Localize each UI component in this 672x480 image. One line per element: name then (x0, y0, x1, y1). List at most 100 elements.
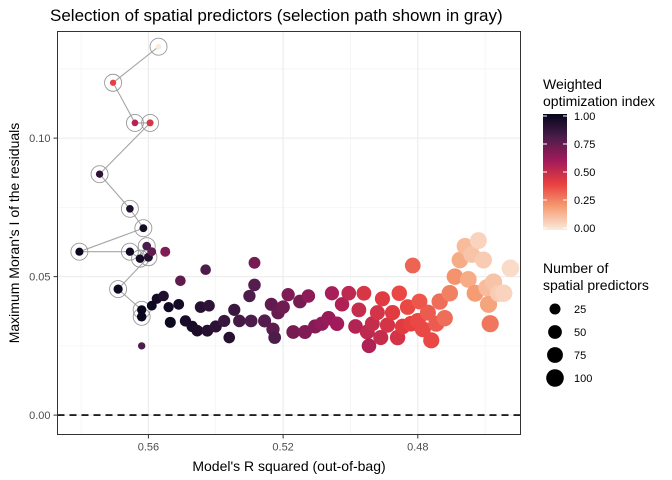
y-tick-label: 0.00 (29, 410, 50, 422)
data-point (136, 312, 147, 322)
data-point (501, 259, 520, 278)
plot-border (57, 31, 521, 435)
data-point (155, 43, 162, 50)
data-point (146, 300, 157, 311)
data-point (228, 303, 241, 316)
data-point (218, 314, 231, 328)
data-point (341, 285, 357, 301)
data-point (146, 119, 154, 127)
data-point (276, 300, 290, 314)
data-point (474, 251, 492, 269)
selection-path-ring (149, 37, 168, 56)
data-point (446, 268, 464, 285)
plot-panel (57, 31, 521, 435)
data-point (384, 304, 401, 321)
data-point (131, 119, 139, 127)
y-tick-label: 0.05 (29, 272, 50, 284)
data-point (436, 309, 453, 327)
data-point (258, 314, 272, 328)
data-point (113, 284, 123, 294)
color-legend-title-line2: optimization index (543, 93, 655, 109)
data-point (125, 247, 135, 256)
data-point (479, 295, 498, 313)
selection-path-ring (134, 219, 153, 238)
size-legend-label: 25 (574, 304, 586, 316)
data-point (223, 331, 236, 344)
size-legend-title-line1: Number of (543, 260, 608, 276)
data-point (391, 285, 407, 301)
data-point (324, 286, 340, 301)
data-point (175, 275, 186, 287)
data-point (351, 302, 367, 318)
data-point (200, 264, 211, 275)
data-point (248, 278, 261, 292)
color-legend: Weighted optimization index 1.00 0.75 0.50… (543, 76, 655, 235)
data-point (109, 79, 117, 86)
data-point (374, 291, 391, 307)
data-point (138, 342, 146, 350)
selection-path-ring (120, 199, 139, 218)
size-legend-title-line2: spatial predictors (543, 277, 649, 293)
y-axis-label: Maximum Moran's I of the residuals (6, 123, 22, 344)
data-point (481, 315, 499, 333)
selection-path-ring (120, 242, 139, 261)
size-legend-entries: 25 50 75 100 (546, 303, 592, 387)
data-point (203, 299, 215, 312)
color-tick-label: 0.75 (574, 139, 595, 151)
size-legend-dot (546, 369, 564, 387)
data-points (75, 43, 520, 354)
data-point (142, 241, 152, 251)
chart-title: Selection of spatial predictors (selecti… (50, 6, 503, 25)
size-legend-dot (549, 303, 561, 315)
x-tick-label: 0.48 (407, 442, 428, 454)
data-point (244, 314, 258, 328)
data-point (404, 257, 421, 274)
size-legend-dot (548, 325, 562, 339)
color-tick-label: 1.00 (574, 111, 595, 123)
data-point (281, 287, 295, 302)
data-point (139, 224, 148, 233)
x-tick-label: 0.52 (272, 442, 293, 454)
data-point (233, 314, 246, 328)
data-point (379, 317, 396, 333)
selection-path-ring (141, 113, 160, 132)
data-point (441, 284, 459, 302)
y-tick-label: 0.10 (29, 133, 50, 145)
data-point (163, 301, 174, 313)
data-point (301, 289, 316, 303)
size-legend-label: 100 (574, 373, 592, 385)
data-point (160, 246, 171, 257)
axes: 0.56 0.52 0.48 0.00 0.05 0.10 (29, 133, 428, 453)
data-point (469, 232, 487, 250)
selection-path-ring (125, 113, 144, 132)
x-tick-label: 0.56 (138, 442, 159, 454)
x-axis-label: Model's R squared (out-of-bag) (192, 458, 385, 474)
data-point (348, 319, 363, 334)
data-point (173, 298, 185, 310)
data-point (137, 305, 147, 315)
data-point (158, 290, 169, 302)
data-point (356, 285, 372, 301)
data-point (494, 284, 513, 302)
selection-path-ring (109, 280, 128, 299)
size-legend-dot (547, 347, 563, 363)
data-point (243, 289, 256, 303)
data-point (126, 204, 134, 213)
color-legend-ticks: 1.00 0.75 0.50 0.25 0.00 (543, 111, 595, 235)
data-point (373, 329, 389, 346)
data-point (411, 293, 428, 310)
data-point (75, 247, 84, 256)
size-legend-label: 50 (574, 327, 586, 339)
color-legend-title-line1: Weighted (543, 76, 602, 92)
color-tick-label: 0.50 (574, 167, 595, 179)
data-point (399, 299, 416, 315)
data-point (286, 325, 301, 339)
data-point (147, 247, 157, 257)
data-point (361, 338, 377, 354)
data-point (95, 170, 104, 178)
data-point (191, 324, 204, 337)
color-tick-label: 0.00 (574, 223, 595, 235)
size-legend: Number of spatial predictors 25 50 75 100 (543, 260, 649, 387)
data-point (334, 297, 350, 312)
